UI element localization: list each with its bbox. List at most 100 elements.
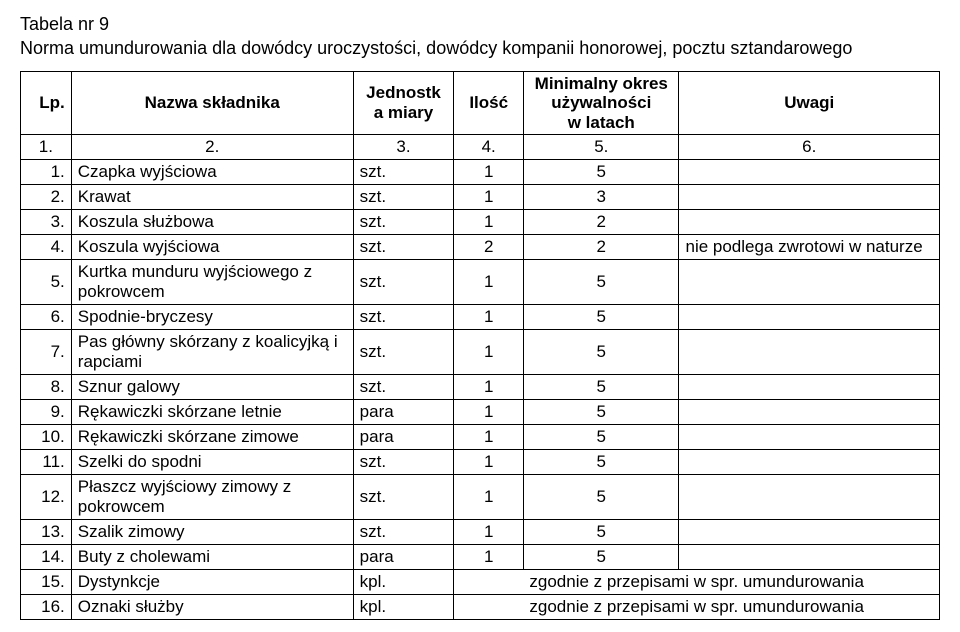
cell-lp: 15. [21, 570, 72, 595]
table-row: 14.Buty z cholewamipara15 [21, 545, 940, 570]
cell-qty: 1 [454, 185, 524, 210]
cell-lp: 3. [21, 210, 72, 235]
cell-unit: szt. [353, 210, 454, 235]
column-number-row: 1. 2. 3. 4. 5. 6. [21, 135, 940, 160]
cell-name: Spodnie-bryczesy [71, 305, 353, 330]
cell-lp: 16. [21, 595, 72, 620]
cell-lp: 13. [21, 520, 72, 545]
cell-lp: 9. [21, 400, 72, 425]
header-period-line3: w latach [568, 113, 635, 132]
colnum-1: 1. [21, 135, 72, 160]
cell-notes [679, 160, 940, 185]
cell-period: 2 [524, 235, 679, 260]
table-row: 3.Koszula służbowaszt.12 [21, 210, 940, 235]
cell-unit: szt. [353, 235, 454, 260]
cell-qty: 1 [454, 450, 524, 475]
header-qty: Ilość [454, 71, 524, 135]
uniform-table: Lp. Nazwa składnika Jednostk a miary Ilo… [20, 71, 940, 621]
cell-qty: 1 [454, 400, 524, 425]
cell-notes [679, 400, 940, 425]
header-unit: Jednostk a miary [353, 71, 454, 135]
cell-name: Szalik zimowy [71, 520, 353, 545]
table-row: 16.Oznaki służbykpl.zgodnie z przepisami… [21, 595, 940, 620]
cell-period: 5 [524, 475, 679, 520]
cell-lp: 10. [21, 425, 72, 450]
cell-lp: 12. [21, 475, 72, 520]
cell-name: Koszula wyjściowa [71, 235, 353, 260]
cell-unit: para [353, 545, 454, 570]
cell-period: 5 [524, 450, 679, 475]
table-row: 13.Szalik zimowyszt.15 [21, 520, 940, 545]
cell-qty: 1 [454, 160, 524, 185]
cell-unit: para [353, 400, 454, 425]
table-row: 12.Płaszcz wyjściowy zimowy z pokrowcems… [21, 475, 940, 520]
cell-notes [679, 450, 940, 475]
cell-unit: kpl. [353, 570, 454, 595]
cell-name: Pas główny skórzany z koalicyjką i rapci… [71, 330, 353, 375]
colnum-5: 5. [524, 135, 679, 160]
cell-unit: szt. [353, 160, 454, 185]
cell-notes [679, 260, 940, 305]
cell-name: Szelki do spodni [71, 450, 353, 475]
cell-period: 5 [524, 400, 679, 425]
cell-unit: para [353, 425, 454, 450]
title-line-1: Tabela nr 9 [20, 12, 940, 36]
cell-qty: 1 [454, 375, 524, 400]
cell-qty: 1 [454, 330, 524, 375]
table-row: 10.Rękawiczki skórzane zimowepara15 [21, 425, 940, 450]
table-row: 5.Kurtka munduru wyjściowego z pokrowcem… [21, 260, 940, 305]
cell-lp: 4. [21, 235, 72, 260]
cell-lp: 2. [21, 185, 72, 210]
cell-qty: 1 [454, 260, 524, 305]
cell-name: Oznaki służby [71, 595, 353, 620]
header-name: Nazwa składnika [71, 71, 353, 135]
cell-qty: 2 [454, 235, 524, 260]
table-row: 7.Pas główny skórzany z koalicyjką i rap… [21, 330, 940, 375]
cell-qty: 1 [454, 305, 524, 330]
cell-unit: szt. [353, 475, 454, 520]
cell-name: Płaszcz wyjściowy zimowy z pokrowcem [71, 475, 353, 520]
cell-notes [679, 375, 940, 400]
table-row: 2.Krawatszt.13 [21, 185, 940, 210]
cell-notes [679, 520, 940, 545]
cell-qty: 1 [454, 545, 524, 570]
header-period-line1: Minimalny okres [535, 74, 668, 93]
title-line-2: Norma umundurowania dla dowódcy uroczyst… [20, 36, 940, 60]
cell-period: 5 [524, 425, 679, 450]
cell-notes: nie podlega zwrotowi w naturze [679, 235, 940, 260]
table-row: 8.Sznur galowyszt.15 [21, 375, 940, 400]
document-title: Tabela nr 9 Norma umundurowania dla dowó… [20, 12, 940, 61]
cell-lp: 1. [21, 160, 72, 185]
cell-name: Koszula służbowa [71, 210, 353, 235]
cell-period: 5 [524, 330, 679, 375]
colnum-6: 6. [679, 135, 940, 160]
cell-name: Krawat [71, 185, 353, 210]
table-row: 6.Spodnie-bryczesyszt.15 [21, 305, 940, 330]
cell-merged-note: zgodnie z przepisami w spr. umundurowani… [454, 570, 940, 595]
table-row: 9.Rękawiczki skórzane letniepara15 [21, 400, 940, 425]
table-row: 1.Czapka wyjściowaszt.15 [21, 160, 940, 185]
table-row: 11.Szelki do spodniszt.15 [21, 450, 940, 475]
header-unit-line1: Jednostk [366, 83, 441, 102]
cell-name: Buty z cholewami [71, 545, 353, 570]
cell-lp: 7. [21, 330, 72, 375]
cell-name: Rękawiczki skórzane zimowe [71, 425, 353, 450]
cell-qty: 1 [454, 425, 524, 450]
cell-qty: 1 [454, 520, 524, 545]
cell-name: Rękawiczki skórzane letnie [71, 400, 353, 425]
cell-notes [679, 545, 940, 570]
cell-name: Kurtka munduru wyjściowego z pokrowcem [71, 260, 353, 305]
colnum-4: 4. [454, 135, 524, 160]
cell-qty: 1 [454, 210, 524, 235]
cell-merged-note: zgodnie z przepisami w spr. umundurowani… [454, 595, 940, 620]
cell-name: Czapka wyjściowa [71, 160, 353, 185]
cell-unit: kpl. [353, 595, 454, 620]
cell-notes [679, 305, 940, 330]
header-row: Lp. Nazwa składnika Jednostk a miary Ilo… [21, 71, 940, 135]
cell-period: 5 [524, 545, 679, 570]
header-period: Minimalny okres używalności w latach [524, 71, 679, 135]
cell-notes [679, 330, 940, 375]
cell-lp: 11. [21, 450, 72, 475]
cell-unit: szt. [353, 520, 454, 545]
cell-lp: 5. [21, 260, 72, 305]
